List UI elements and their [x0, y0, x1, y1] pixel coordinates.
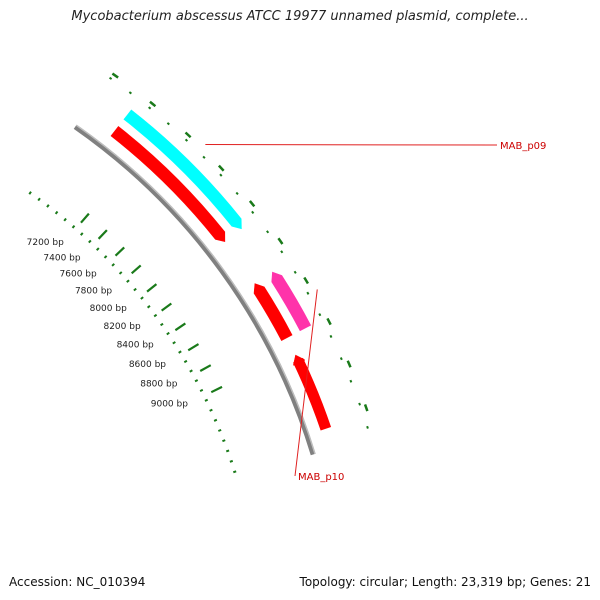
- ruler-major-tick: [174, 322, 186, 332]
- ruler-major-tick: [199, 364, 212, 372]
- backbone-ring: [73, 124, 316, 456]
- cds-arrow: [253, 283, 293, 341]
- ruler-major-tick: [187, 343, 200, 352]
- ruler-dotted-ring: [28, 191, 239, 479]
- ruler-tick-label: 7600 bp: [60, 270, 97, 280]
- ruler-major-tick: [80, 212, 90, 224]
- ruler-tick-label: 7400 bp: [43, 254, 80, 264]
- ruler-tick-label: 8200 bp: [103, 322, 140, 332]
- map-title: Mycobacterium abscessus ATCC 19977 unnam…: [71, 9, 529, 24]
- ruler-major-tick: [210, 385, 223, 394]
- gene-arrow: [271, 271, 312, 332]
- ruler-tick-label: 8800 bp: [140, 380, 177, 390]
- ruler-tick-label: 8600 bp: [129, 360, 166, 370]
- ruler-major-tick: [160, 302, 172, 312]
- ruler-major-tick: [97, 229, 108, 240]
- accession-text: Accession: NC_010394: [9, 575, 146, 589]
- topology-summary: Topology: circular; Length: 23,319 bp; G…: [299, 575, 591, 589]
- gene-label: MAB_p10: [298, 472, 344, 483]
- cds-arrow: [110, 126, 226, 243]
- ruler-major-tick: [130, 264, 142, 275]
- ruler-tick-label: 8400 bp: [117, 341, 154, 351]
- ruler-major-tick: [114, 246, 125, 257]
- label-leader-line: [294, 289, 318, 477]
- ruler-tick-label: 7200 bp: [27, 238, 64, 248]
- cds-arrow-head: [293, 354, 306, 366]
- gene-arrow: [123, 109, 242, 230]
- ruler-tick-label: 8000 bp: [90, 304, 127, 314]
- ruler-tick-label: 7800 bp: [75, 286, 112, 296]
- gene-label: MAB_p09: [500, 141, 546, 152]
- ruler-tick-label: 9000 bp: [151, 400, 188, 410]
- ruler-major-tick: [146, 283, 158, 293]
- backbone-highlight: [75, 124, 316, 455]
